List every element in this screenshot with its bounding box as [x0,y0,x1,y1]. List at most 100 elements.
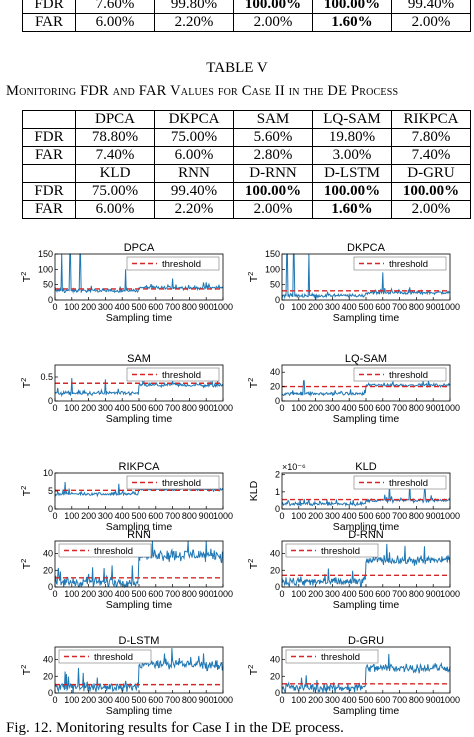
x-tick-label: 200 [308,589,323,599]
table-cell: 78.80% [75,128,155,147]
legend-label: threshold [162,259,201,270]
x-tick-label: 100 [291,589,306,599]
table-cell: 100.00% [233,0,313,14]
y-tick-label: 100 [265,264,280,274]
x-tick-label: 200 [81,302,96,312]
x-tick-label: 800 [182,403,197,413]
y-tick-label: 0 [48,295,53,305]
y-axis-label: T2 [19,486,33,497]
x-tick-label: 600 [148,403,163,413]
panel-title: LQ-SAM [345,353,387,365]
table-header-cell: SAM [233,110,313,129]
x-tick-label: 800 [182,589,197,599]
y-axis-label: KLD [248,480,260,501]
table-cell: 99.40% [391,0,471,14]
y-tick-label: 0 [48,504,53,514]
table-cell: 5.60% [233,128,313,147]
x-tick-label: 200 [81,589,96,599]
y-axis-label-superscript: 2 [19,486,28,490]
x-tick-label: 0 [52,302,57,312]
x-tick-label: 1000 [440,302,460,312]
panel-title: D-RNN [348,529,383,541]
x-tick-label: 600 [375,695,390,705]
y-axis-label-superscript: 2 [246,559,255,563]
table-cell: 6.00% [154,146,234,165]
table-header-cell: D-GRU [391,164,471,183]
x-tick-label: 900 [199,302,214,312]
y-tick-label: 40 [43,549,53,559]
y-tick-label: 0 [275,396,280,406]
y-tick-label: 100 [38,264,53,274]
y-tick-label: 0 [275,504,280,514]
table-header-cell: RIKPCA [391,110,471,129]
x-tick-label: 1000 [440,511,460,521]
x-tick-label: 100 [64,695,79,705]
x-tick-label: 200 [308,511,323,521]
y-tick-label: 50 [270,280,280,290]
panel-title: DPCA [124,242,155,254]
legend-box [285,543,379,558]
legend-box [58,649,152,664]
table-row-label: FAR [22,200,76,219]
x-tick-label: 300 [325,302,340,312]
x-tick-label: 500 [358,589,373,599]
y-tick-label: 20 [270,565,280,575]
x-axis-label: Sampling time [333,413,400,425]
x-tick-label: 700 [392,695,407,705]
legend-box [353,256,447,271]
y-tick-label: 20 [270,382,280,392]
x-tick-label: 100 [64,403,79,413]
legend-label: threshold [94,546,133,557]
x-tick-label: 1000 [213,403,233,413]
table-cell: 100.00% [391,182,471,201]
x-tick-label: 400 [342,403,357,413]
x-tick-label: 900 [426,695,441,705]
table-v-title: TABLE V [206,60,268,76]
table-row: FAR 6.00% 2.20% 2.00% 1.60% 2.00% [22,13,471,32]
table-row-label: FAR [22,13,76,32]
x-tick-label: 600 [148,695,163,705]
panel-title: RNN [127,529,151,541]
x-tick-label: 700 [165,403,180,413]
x-tick-label: 700 [165,511,180,521]
table-row: FDR 75.00% 99.40% 100.00% 100.00% 100.00% [22,182,471,201]
signal-line [281,653,451,693]
x-tick-label: 300 [98,589,113,599]
x-tick-label: 200 [308,302,323,312]
y-tick-label: 0 [275,582,280,592]
panel-sam: SAM threshold 0 100 200 300 400 500 600 700 800 900… [19,353,233,425]
x-tick-label: 0 [52,403,57,413]
legend-label: threshold [94,652,133,663]
table-row: FAR 7.40% 6.00% 2.80% 3.00% 7.40% [22,146,471,165]
y-axis-label: T2 [246,559,260,570]
x-tick-label: 0 [52,589,57,599]
x-tick-label: 600 [375,511,390,521]
table-corner-cell [22,164,76,183]
y-axis-label-superscript: 2 [19,559,28,563]
panel-title: KLD [355,461,376,473]
signal-line [54,377,224,398]
x-tick-label: 900 [426,589,441,599]
table-row: FAR 6.00% 2.20% 2.00% 1.60% 2.00% [22,200,471,219]
x-tick-label: 600 [148,589,163,599]
x-tick-label: 700 [392,589,407,599]
table-cell: 75.00% [75,182,155,201]
x-tick-label: 600 [375,403,390,413]
y-tick-label: 40 [43,655,53,665]
x-tick-label: 500 [131,511,146,521]
y-axis-label: T2 [246,378,260,389]
x-tick-label: 800 [409,403,424,413]
x-tick-label: 900 [199,511,214,521]
panel-exponent: ×10⁻⁶ [282,462,306,472]
x-tick-label: 500 [358,302,373,312]
table-cell: 75.00% [154,128,234,147]
signal-line [54,648,224,693]
x-tick-label: 300 [325,403,340,413]
y-tick-label: 50 [43,280,53,290]
table-cell: 7.60% [75,0,155,14]
x-tick-label: 0 [52,695,57,705]
panel-title: RIKPCA [119,461,161,473]
x-tick-label: 700 [392,302,407,312]
